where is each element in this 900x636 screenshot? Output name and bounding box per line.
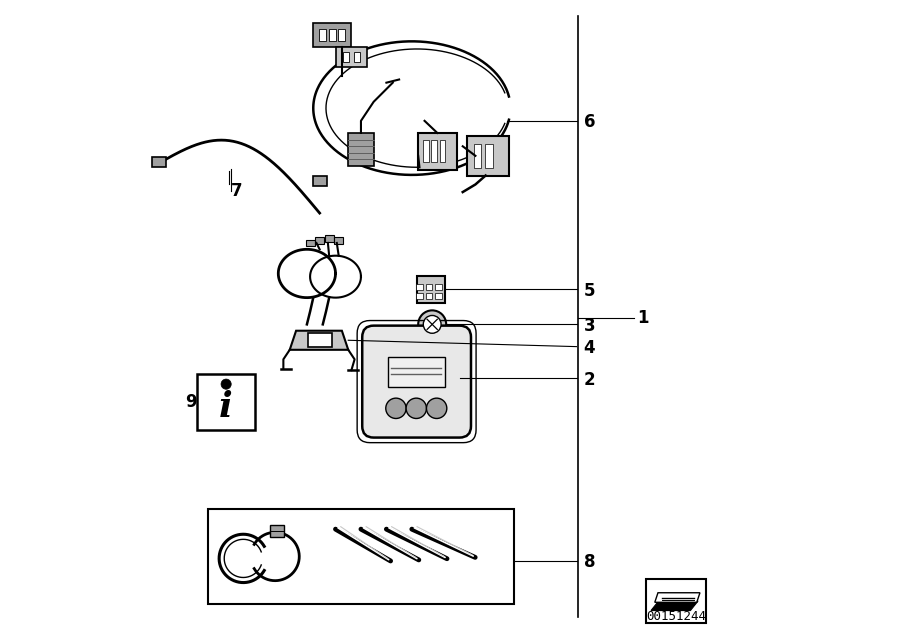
Text: 9: 9 <box>184 393 196 411</box>
Bar <box>473 144 482 168</box>
Text: 00151244: 00151244 <box>646 611 706 623</box>
Bar <box>197 374 256 430</box>
Bar <box>343 52 349 62</box>
FancyBboxPatch shape <box>362 326 471 438</box>
Bar <box>426 284 432 289</box>
Text: 1: 1 <box>637 309 649 327</box>
Bar <box>417 276 446 303</box>
Bar <box>418 133 457 170</box>
Text: 2: 2 <box>583 371 595 389</box>
Polygon shape <box>651 601 698 611</box>
Text: 5: 5 <box>583 282 595 300</box>
Bar <box>467 136 508 176</box>
Circle shape <box>406 398 427 418</box>
Circle shape <box>221 379 231 389</box>
Bar <box>338 29 346 41</box>
Bar <box>328 29 336 41</box>
Bar <box>388 357 445 387</box>
Bar <box>423 140 428 162</box>
Polygon shape <box>290 331 348 350</box>
Circle shape <box>423 315 441 333</box>
Bar <box>417 293 423 298</box>
Polygon shape <box>655 593 700 602</box>
Circle shape <box>427 398 446 418</box>
Circle shape <box>386 398 406 418</box>
Text: 4: 4 <box>583 339 595 357</box>
Bar <box>645 579 706 623</box>
Text: 3: 3 <box>583 317 595 335</box>
Bar <box>336 47 367 67</box>
Bar <box>306 240 314 246</box>
Text: 6: 6 <box>583 113 595 131</box>
Bar <box>208 509 514 604</box>
Bar <box>308 333 332 347</box>
Bar <box>436 293 442 298</box>
Bar <box>347 133 374 166</box>
Bar <box>320 29 326 41</box>
Bar <box>426 293 432 298</box>
Bar <box>436 284 442 289</box>
Bar <box>334 237 343 244</box>
Bar <box>152 157 166 167</box>
Bar <box>417 284 423 289</box>
Bar <box>485 144 492 168</box>
Text: 7: 7 <box>230 182 242 200</box>
Bar <box>313 23 351 47</box>
Text: i: i <box>220 390 233 424</box>
Bar <box>325 235 334 242</box>
Bar <box>312 176 327 186</box>
Bar <box>315 237 324 244</box>
Bar <box>354 52 360 62</box>
Bar <box>431 140 437 162</box>
Bar <box>439 140 446 162</box>
Text: 8: 8 <box>583 553 595 571</box>
Bar <box>270 525 284 537</box>
Circle shape <box>418 310 446 338</box>
